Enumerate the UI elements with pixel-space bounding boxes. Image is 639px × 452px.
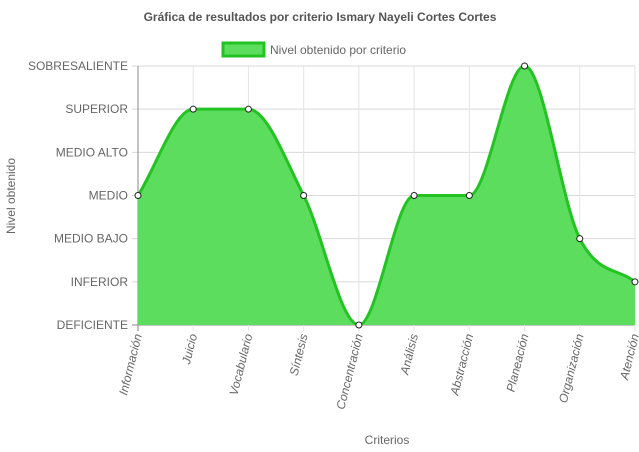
x-tick-label: Planeación xyxy=(504,332,532,393)
x-tick-label: Abstracción xyxy=(447,332,476,398)
series-points xyxy=(134,62,639,329)
data-point[interactable] xyxy=(410,192,418,199)
data-point[interactable] xyxy=(465,192,473,199)
series-line xyxy=(136,64,636,327)
y-tick-label: MEDIO xyxy=(89,189,128,203)
legend[interactable]: Nivel obtenido por criterio xyxy=(221,41,406,58)
legend-label[interactable]: Nivel obtenido por criterio xyxy=(270,43,406,57)
y-tick-labels: DEFICIENTE INFERIOR MEDIO BAJO MEDIO MEDIO A… xyxy=(28,59,128,332)
y-tick-label: DEFICIENTE xyxy=(57,318,128,332)
data-point[interactable] xyxy=(189,105,197,113)
data-point[interactable] xyxy=(300,192,308,199)
data-point[interactable] xyxy=(631,278,639,286)
data-point[interactable] xyxy=(134,192,142,199)
y-tick-label: INFERIOR xyxy=(71,275,129,289)
x-tick-label: Concentración xyxy=(333,332,365,411)
x-tick-label: Información xyxy=(116,332,145,397)
x-tick-labels: Información Juicio Vocabulario Síntesis Conc… xyxy=(116,332,639,411)
y-tick-label: SUPERIOR xyxy=(65,102,128,116)
x-tick-label: Juicio xyxy=(179,332,200,366)
y-tick-label: MEDIO BAJO xyxy=(54,232,128,246)
x-axis-title: Criterios xyxy=(365,433,410,447)
legend-swatch[interactable] xyxy=(221,41,266,58)
series-area xyxy=(138,66,635,325)
y-axis-title: Nivel obtenido xyxy=(4,158,18,234)
y-tick-label: MEDIO ALTO xyxy=(56,145,128,159)
x-tick-label: Atención xyxy=(617,332,639,382)
x-tick-label: Análisis xyxy=(397,332,421,376)
y-tick-label: SOBRESALIENTE xyxy=(28,59,128,73)
x-tick-label: Síntesis xyxy=(287,332,311,377)
x-tick-label: Vocabulario xyxy=(227,332,256,397)
data-point[interactable] xyxy=(355,321,363,329)
chart-title: Gráfica de resultados por criterio Ismar… xyxy=(144,10,497,24)
data-point[interactable] xyxy=(244,105,252,113)
data-point[interactable] xyxy=(576,235,584,243)
data-point[interactable] xyxy=(521,62,529,70)
x-tick-label: Organización xyxy=(556,332,587,404)
